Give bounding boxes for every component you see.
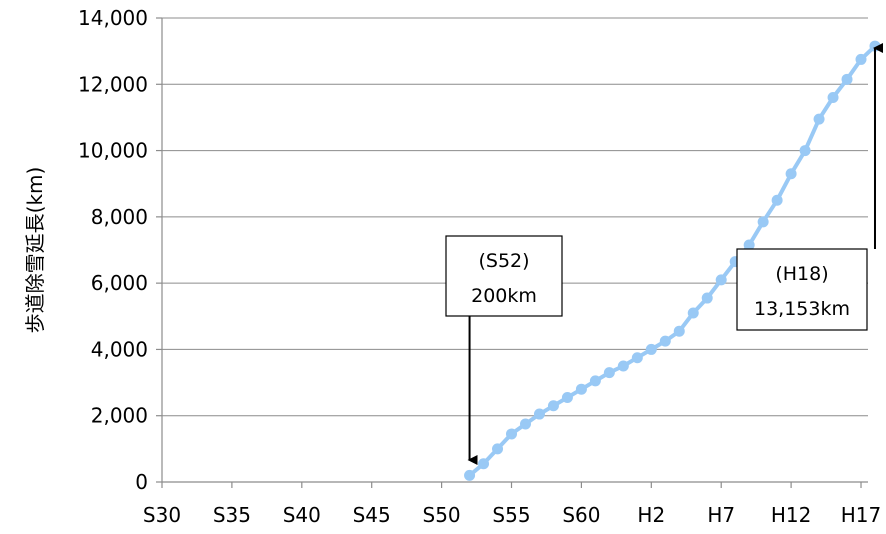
- data-point-22: [771, 194, 783, 206]
- x-tick-label-1: S35: [213, 503, 251, 527]
- y-tick-label-1: 2,000: [91, 404, 148, 428]
- x-tick-label-7: H2: [637, 503, 665, 527]
- x-tick-label-8: H7: [707, 503, 735, 527]
- annotation-h18: (H18) 13,153km: [736, 43, 883, 331]
- y-tick-label-3: 6,000: [91, 271, 148, 295]
- data-point-9: [589, 375, 601, 387]
- annotation-line2-h18: 13,153km: [754, 298, 850, 320]
- annotation-box-s52: [445, 235, 563, 317]
- annotations: (S52) 200km (H18) 13,153km: [445, 43, 883, 465]
- data-point-7: [561, 391, 573, 403]
- data-point-14: [659, 335, 671, 347]
- y-tick-label-2: 4,000: [91, 337, 148, 361]
- x-tick-label-6: S60: [562, 503, 600, 527]
- x-tick-labels: S30 S35 S40 S45 S50 S55 S60 H2 H7 H12 H17: [143, 503, 881, 527]
- data-point-25: [813, 113, 825, 125]
- data-point-12: [631, 352, 643, 364]
- data-point-17: [701, 292, 713, 304]
- data-point-1: [478, 458, 490, 470]
- data-point-11: [617, 360, 629, 372]
- data-series: [464, 40, 881, 481]
- y-tick-label-7: 14,000: [78, 6, 148, 30]
- data-point-6: [547, 400, 559, 412]
- data-point-0: [464, 469, 476, 481]
- annotation-line1-s52: (S52): [478, 250, 529, 272]
- data-point-13: [645, 343, 657, 355]
- x-tick-label-0: S30: [143, 503, 181, 527]
- annotation-s52: (S52) 200km: [445, 235, 563, 465]
- data-point-15: [673, 325, 685, 337]
- x-tick-label-3: S45: [353, 503, 391, 527]
- data-point-10: [603, 367, 615, 379]
- data-point-28: [855, 53, 867, 65]
- data-point-3: [506, 428, 518, 440]
- y-axis-label: 歩道除雪延長(km): [23, 167, 47, 334]
- data-point-21: [757, 216, 769, 228]
- data-point-24: [799, 145, 811, 157]
- annotation-box-h18: [736, 248, 868, 331]
- data-point-8: [575, 383, 587, 395]
- annotation-line2-s52: 200km: [471, 285, 537, 307]
- data-point-20: [743, 239, 755, 251]
- x-tick-label-5: S55: [492, 503, 530, 527]
- y-tick-label-4: 8,000: [91, 205, 148, 229]
- data-point-16: [687, 307, 699, 319]
- y-tick-labels: 0 2,000 4,000 6,000 8,000 10,000 12,000 14,000: [78, 6, 148, 494]
- annotation-line1-h18: (H18): [775, 263, 828, 285]
- y-tick-label-0: 0: [135, 470, 148, 494]
- data-point-18: [715, 274, 727, 286]
- x-tick-label-10: H17: [841, 503, 882, 527]
- data-point-27: [841, 73, 853, 85]
- data-point-5: [533, 408, 545, 420]
- y-tick-label-5: 10,000: [78, 139, 148, 163]
- data-point-2: [492, 443, 504, 455]
- data-point-4: [519, 418, 531, 430]
- axes: [156, 17, 868, 488]
- y-tick-label-6: 12,000: [78, 72, 148, 96]
- x-tick-label-2: S40: [283, 503, 321, 527]
- x-tick-label-9: H12: [771, 503, 812, 527]
- data-point-23: [785, 168, 797, 180]
- data-point-26: [827, 92, 839, 104]
- x-tick-label-4: S50: [423, 503, 461, 527]
